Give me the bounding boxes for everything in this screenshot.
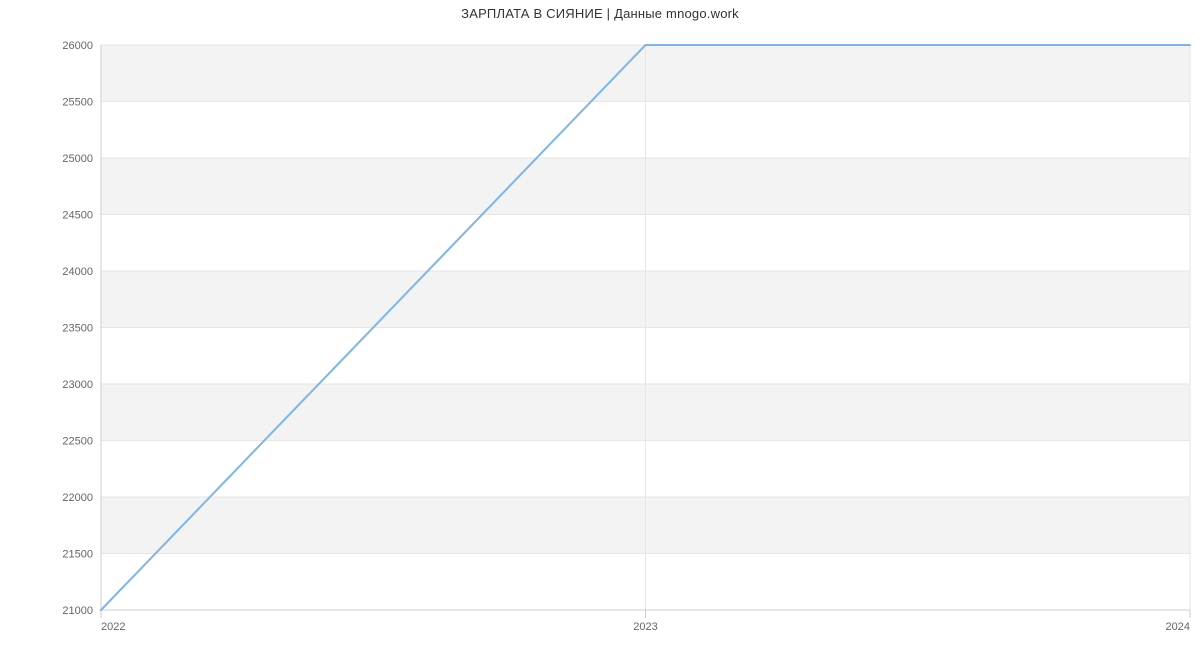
- y-tick-label: 23000: [62, 379, 93, 391]
- y-tick-label: 24500: [62, 210, 93, 222]
- y-tick-label: 22500: [62, 436, 93, 448]
- y-tick-label: 25000: [62, 153, 93, 165]
- y-tick-label: 21500: [62, 549, 93, 561]
- chart-svg: 21000 21500 22000 22500 23000 23500 24000 24500…: [0, 0, 1200, 650]
- x-tick-label: 2022: [101, 621, 125, 633]
- y-tick-label: 26000: [62, 40, 93, 52]
- y-tick-label: 21000: [62, 605, 93, 617]
- y-tick-label: 22000: [62, 492, 93, 504]
- y-tick-label: 23500: [62, 323, 93, 335]
- x-tick-label: 2023: [633, 621, 657, 633]
- x-tick-label: 2024: [1166, 621, 1190, 633]
- y-tick-label: 24000: [62, 266, 93, 278]
- salary-chart: ЗАРПЛАТА В СИЯНИЕ | Данные mnogo.work 21…: [0, 0, 1200, 650]
- y-tick-label: 25500: [62, 97, 93, 109]
